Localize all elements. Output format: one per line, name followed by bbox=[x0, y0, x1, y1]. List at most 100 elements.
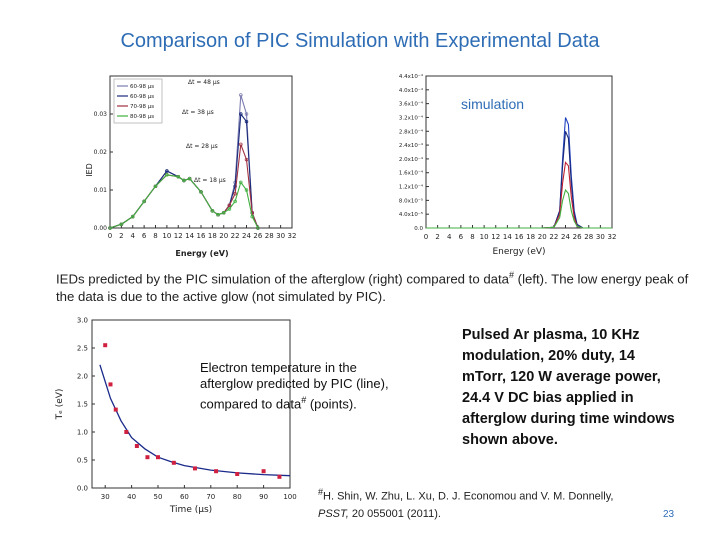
ied-data-point bbox=[165, 173, 169, 177]
caption-main: IEDs predicted by the PIC simulation of … bbox=[56, 271, 509, 287]
x-tick-label: 40 bbox=[127, 493, 136, 501]
chart-plot-area: 0 2 4 6 8 10 12 14 16 18 20 22 24 26 28 30 320.04.0x10⁻⁵… bbox=[399, 73, 617, 257]
simulation-label: simulation bbox=[461, 96, 525, 112]
x-tick-label: 4 bbox=[447, 233, 452, 241]
x-axis-label: Time (µs) bbox=[169, 505, 212, 515]
x-tick-label: 30 bbox=[276, 232, 285, 240]
legend-entry: 60-98 µs bbox=[130, 84, 154, 90]
legend-entry: 70-98 µs bbox=[130, 104, 154, 110]
te-data-point bbox=[171, 460, 176, 465]
x-tick-label: 8 bbox=[470, 233, 474, 241]
x-tick-label: 0 bbox=[424, 233, 428, 241]
ied-data-point bbox=[244, 112, 249, 116]
te-data-point bbox=[192, 466, 197, 471]
ied-data-point bbox=[239, 180, 243, 185]
ied-data-point bbox=[108, 226, 112, 230]
x-tick-label: 22 bbox=[231, 232, 240, 240]
x-tick-label: 20 bbox=[538, 233, 547, 241]
ied-data-point bbox=[176, 174, 180, 179]
x-tick-label: 50 bbox=[154, 493, 163, 501]
x-tick-label: 18 bbox=[208, 232, 217, 240]
legend-entry: 60-98 µs bbox=[130, 94, 154, 100]
delta-t-annotation: Δt = 18 µs bbox=[194, 177, 226, 184]
y-tick-label: 2.0 bbox=[77, 373, 88, 381]
te-caption-footnote-mark: # bbox=[301, 395, 307, 405]
y-tick-label: 2.5 bbox=[77, 345, 88, 353]
simulated-ied-line bbox=[426, 131, 612, 229]
caption-footnote-mark: # bbox=[509, 270, 515, 280]
y-tick-label: 1.5 bbox=[77, 401, 88, 409]
x-tick-label: 90 bbox=[259, 493, 268, 501]
y-tick-label: 1.6x10⁻⁴ bbox=[399, 170, 424, 177]
ied-data-point bbox=[244, 157, 249, 162]
simulation-ied-chart: 0 2 4 6 8 10 12 14 16 18 20 22 24 26 28 30 320.04.0x10⁻⁵… bbox=[399, 73, 617, 257]
x-tick-label: 12 bbox=[491, 233, 500, 241]
ied-data-point bbox=[142, 199, 146, 204]
x-tick-label: 0 bbox=[108, 232, 112, 240]
caption-tail: (left). The low energy peak of the data … bbox=[56, 271, 689, 305]
te-data-point bbox=[145, 455, 150, 460]
y-tick-label: 3.6x10⁻⁴ bbox=[399, 101, 424, 108]
y-axis-label: IED bbox=[85, 163, 94, 177]
x-tick-label: 6 bbox=[459, 233, 464, 241]
ied-data-point bbox=[227, 203, 232, 207]
ied-data-point bbox=[165, 169, 169, 173]
ied-data-point bbox=[153, 184, 158, 188]
x-tick-label: 10 bbox=[162, 232, 171, 240]
x-tick-label: 24 bbox=[561, 233, 570, 241]
x-tick-label: 14 bbox=[503, 233, 512, 241]
x-tick-label: 70 bbox=[206, 493, 215, 501]
te-data-point bbox=[108, 382, 113, 387]
ied-data-point bbox=[250, 214, 254, 219]
x-tick-label: 28 bbox=[265, 232, 274, 240]
y-tick-label: 0.00 bbox=[94, 225, 108, 232]
ied-data-point bbox=[199, 190, 203, 194]
ied-data-point bbox=[216, 212, 220, 217]
x-tick-label: 6 bbox=[142, 232, 147, 240]
te-data-point bbox=[134, 444, 139, 448]
x-tick-label: 4 bbox=[131, 232, 136, 240]
y-tick-label: 1.0 bbox=[77, 429, 88, 437]
ied-data-point bbox=[187, 176, 192, 181]
y-tick-label: 0.02 bbox=[94, 149, 108, 156]
reference-authors: H. Shin, W. Zhu, L. Xu, D. J. Economou a… bbox=[323, 490, 614, 503]
y-tick-label: 0.03 bbox=[94, 111, 108, 118]
delta-t-annotation: Δt = 38 µs bbox=[182, 109, 214, 116]
x-tick-label: 8 bbox=[153, 232, 157, 240]
legend-entry: 80-98 µs bbox=[130, 114, 154, 120]
x-tick-label: 18 bbox=[526, 233, 535, 241]
te-data-point bbox=[103, 343, 108, 348]
ied-caption: IEDs predicted by the PIC simulation of … bbox=[56, 266, 696, 306]
y-tick-label: 3.2x10⁻⁴ bbox=[399, 114, 424, 121]
ied-series-line bbox=[109, 174, 259, 229]
x-tick-label: 14 bbox=[185, 232, 194, 240]
y-tick-label: 0.0 bbox=[414, 226, 423, 232]
simulated-ied-line bbox=[426, 188, 612, 229]
te-caption-tail: (points). bbox=[306, 396, 357, 412]
reference-mark: # bbox=[318, 487, 324, 497]
x-tick-label: 2 bbox=[435, 233, 439, 241]
simulated-ied-line bbox=[426, 161, 612, 229]
x-tick-label: 30 bbox=[101, 493, 110, 501]
te-data-point bbox=[124, 430, 129, 434]
x-tick-label: 30 bbox=[596, 233, 605, 241]
te-data-point bbox=[113, 407, 118, 412]
ied-data-point bbox=[244, 119, 249, 124]
te-caption-main: Electron temperature in the afterglow pr… bbox=[200, 360, 389, 412]
x-tick-label: 60 bbox=[180, 493, 189, 501]
delta-t-annotation: Δt = 28 µs bbox=[186, 143, 218, 150]
ied-data-point bbox=[130, 214, 135, 219]
ied-data-point bbox=[233, 192, 237, 196]
y-tick-label: 2.4x10⁻⁴ bbox=[399, 142, 424, 149]
slide-title: Comparison of PIC Simulation with Experi… bbox=[120, 30, 600, 52]
page-number: 23 bbox=[663, 509, 675, 520]
y-tick-label: 0.0 bbox=[77, 485, 88, 493]
y-tick-label: 4.4x10⁻⁴ bbox=[399, 73, 424, 80]
y-tick-label: 0.5 bbox=[77, 457, 88, 465]
te-data-point bbox=[235, 472, 240, 476]
y-tick-label: 4.0x10⁻⁵ bbox=[399, 211, 423, 218]
ied-data-point bbox=[256, 226, 260, 230]
x-tick-label: 16 bbox=[515, 233, 524, 241]
y-tick-label: 0.01 bbox=[94, 187, 108, 194]
x-tick-label: 20 bbox=[219, 232, 228, 240]
